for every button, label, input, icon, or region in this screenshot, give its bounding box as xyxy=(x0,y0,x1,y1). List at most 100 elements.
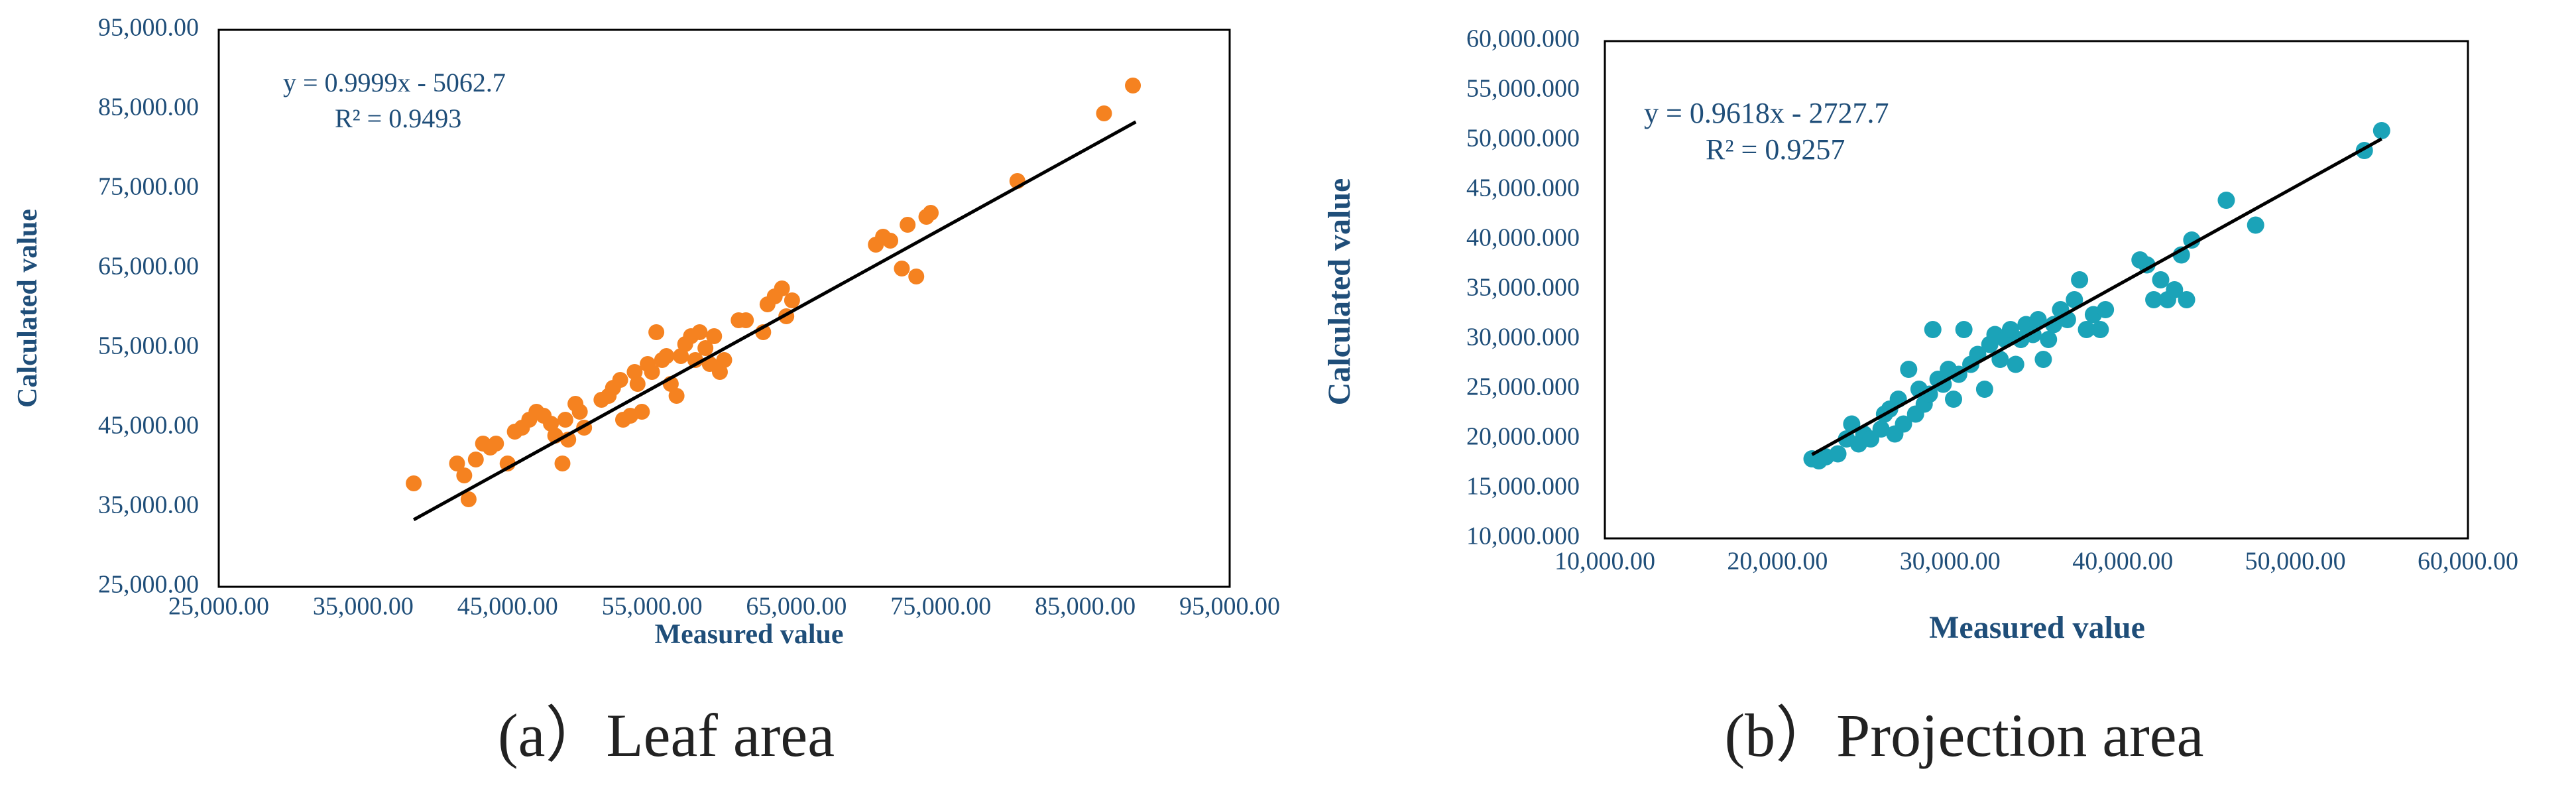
data-point xyxy=(673,348,689,364)
data-point xyxy=(543,416,559,432)
data-point xyxy=(711,364,728,380)
y-tick-label: 55,000.00 xyxy=(98,332,199,360)
data-point xyxy=(449,456,465,471)
x-tick-label: 60,000.00 xyxy=(2418,547,2518,575)
y-tick-label: 50,000.000 xyxy=(1466,125,1580,153)
data-point xyxy=(1872,420,1890,438)
data-point xyxy=(908,269,925,284)
data-point xyxy=(571,404,588,420)
trendline-equation: y = 0.9999x - 5062.7 xyxy=(283,68,506,97)
x-axis-title: Measured value xyxy=(654,619,843,650)
data-point xyxy=(1924,321,1942,338)
data-point xyxy=(456,467,473,483)
data-point xyxy=(2152,271,2170,288)
data-point xyxy=(2045,316,2063,334)
data-point xyxy=(2071,271,2089,288)
y-tick-label: 95,000.00 xyxy=(98,14,199,42)
chart-caption: (a）Leaf area xyxy=(498,702,835,769)
data-point xyxy=(894,261,910,276)
data-point xyxy=(2078,321,2095,338)
data-point xyxy=(460,491,477,507)
y-tick-label: 15,000.000 xyxy=(1466,473,1580,501)
x-tick-label: 55,000.00 xyxy=(602,592,703,620)
trendline-r2: R² = 0.9493 xyxy=(335,103,461,133)
data-point xyxy=(1096,105,1112,121)
data-point xyxy=(1920,385,1938,403)
data-point xyxy=(467,452,484,467)
x-tick-label: 75,000.00 xyxy=(890,592,991,620)
y-tick-label: 55,000.000 xyxy=(1466,75,1580,103)
y-tick-label: 10,000.000 xyxy=(1466,522,1580,550)
data-point xyxy=(2217,192,2235,209)
data-point xyxy=(406,475,422,491)
data-point xyxy=(1975,381,1993,398)
data-point xyxy=(774,280,790,296)
chart-leaf-area: 25,000.00 35,000.00 45,000.00 55,000.00 65,0… xyxy=(13,14,1280,769)
data-point xyxy=(1895,415,1912,433)
data-point xyxy=(2091,321,2109,338)
y-tick-label: 45,000.000 xyxy=(1466,174,1580,202)
data-point xyxy=(2066,291,2083,308)
data-point xyxy=(716,352,732,368)
trendline xyxy=(1811,137,2383,456)
data-point xyxy=(2040,331,2058,348)
x-tick-label: 10,000.00 xyxy=(1554,547,1655,575)
y-tick-label: 20,000.000 xyxy=(1466,423,1580,451)
data-point xyxy=(488,436,504,452)
y-tick-label: 45,000.00 xyxy=(98,412,199,440)
data-point xyxy=(691,324,708,340)
y-tick-label: 25,000.00 xyxy=(98,571,199,599)
data-point xyxy=(2166,281,2184,298)
data-point xyxy=(882,233,899,249)
data-point xyxy=(1945,391,1963,408)
data-point xyxy=(629,376,646,392)
data-point xyxy=(554,456,571,471)
y-tick-label: 25,000.000 xyxy=(1466,373,1580,401)
y-tick-label: 85,000.00 xyxy=(98,93,199,121)
data-point xyxy=(557,412,573,428)
data-point xyxy=(923,205,939,221)
data-point xyxy=(1829,445,1847,463)
data-point xyxy=(2097,301,2115,318)
data-point xyxy=(2145,291,2163,308)
chart-caption: (b）Projection area xyxy=(1725,702,2204,769)
y-tick-label: 35,000.000 xyxy=(1466,274,1580,302)
data-point xyxy=(1991,351,2009,368)
data-point xyxy=(1125,78,1142,93)
x-tick-label: 25,000.00 xyxy=(168,592,269,620)
y-axis-title: Calculated value xyxy=(13,209,43,408)
y-tick-label: 35,000.00 xyxy=(98,491,199,519)
data-point xyxy=(900,217,916,233)
trendline-equation: y = 0.9618x - 2727.7 xyxy=(1644,97,1889,129)
chart-projection-area: 10,000.00 20,000.00 30,000.00 40,000.00 50,0… xyxy=(1322,25,2518,769)
data-point xyxy=(2183,231,2201,249)
x-axis-title: Measured value xyxy=(1929,610,2145,645)
data-point xyxy=(644,364,660,380)
trendline xyxy=(412,120,1137,521)
data-point xyxy=(668,388,685,404)
data-point xyxy=(612,372,628,388)
x-tick-label: 40,000.00 xyxy=(2072,547,2173,575)
x-tick-label: 65,000.00 xyxy=(746,592,847,620)
data-point xyxy=(706,328,723,344)
y-tick-label: 40,000.000 xyxy=(1466,224,1580,252)
data-point xyxy=(784,292,800,308)
data-point xyxy=(697,340,714,356)
y-tick-label: 60,000.000 xyxy=(1466,25,1580,53)
data-point xyxy=(626,364,643,380)
data-point xyxy=(2034,351,2052,368)
data-point xyxy=(2007,355,2024,373)
data-point xyxy=(2372,122,2390,139)
data-point xyxy=(2029,311,2047,328)
data-point xyxy=(648,324,665,340)
plot-area xyxy=(217,29,1231,588)
x-tick-label: 45,000.00 xyxy=(457,592,558,620)
data-point xyxy=(1900,361,1918,378)
data-point xyxy=(658,348,675,364)
data-point xyxy=(738,312,754,328)
data-point xyxy=(2178,291,2195,308)
data-point xyxy=(1955,321,1973,338)
data-point xyxy=(2138,256,2156,274)
y-axis-title: Calculated value xyxy=(1322,178,1357,406)
trendline-r2: R² = 0.9257 xyxy=(1706,133,1845,166)
